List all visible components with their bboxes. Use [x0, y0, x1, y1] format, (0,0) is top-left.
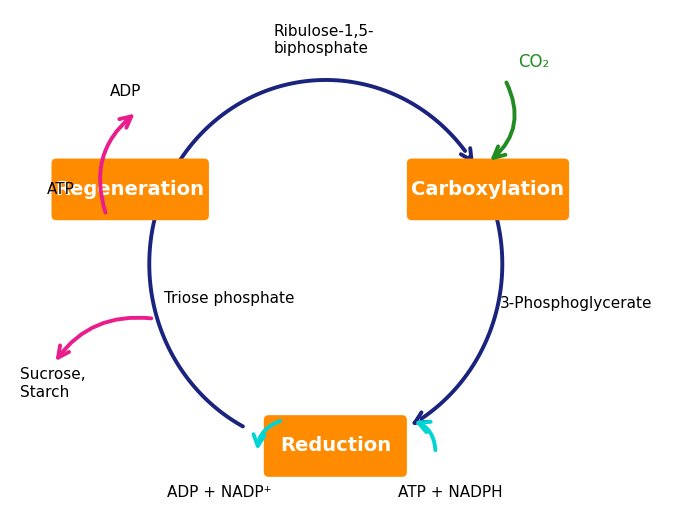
Text: CO₂: CO₂	[518, 53, 550, 71]
Text: 3-Phosphoglycerate: 3-Phosphoglycerate	[499, 296, 652, 311]
Text: ADP: ADP	[110, 85, 141, 100]
Text: ADP + NADP⁺: ADP + NADP⁺	[166, 485, 271, 500]
Text: Ribulose-1,5-
biphosphate: Ribulose-1,5- biphosphate	[273, 24, 374, 57]
Text: ATP + NADPH: ATP + NADPH	[398, 485, 502, 500]
Text: Triose phosphate: Triose phosphate	[164, 291, 294, 306]
FancyBboxPatch shape	[407, 158, 569, 220]
Text: Regeneration: Regeneration	[56, 180, 205, 199]
Text: Sucrose,
Starch: Sucrose, Starch	[20, 367, 86, 400]
FancyBboxPatch shape	[51, 158, 209, 220]
Text: Reduction: Reduction	[280, 436, 391, 456]
Text: ATP: ATP	[46, 182, 74, 197]
Text: Carboxylation: Carboxylation	[411, 180, 565, 199]
FancyBboxPatch shape	[264, 415, 407, 477]
